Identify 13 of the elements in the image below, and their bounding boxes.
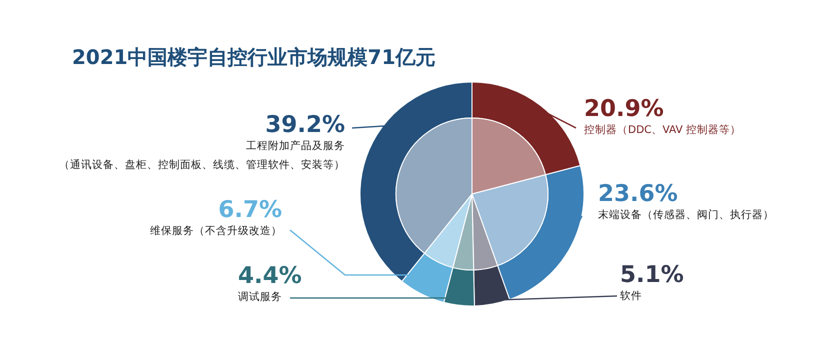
slice-label: 软件 bbox=[620, 290, 642, 302]
text: 5.1% bbox=[620, 262, 684, 288]
slice-label: 工程附加产品及服务（通讯设备、盘柜、控制面板、线缆、管理软件、安装等） bbox=[59, 139, 345, 171]
slice-label: 调试服务 bbox=[238, 290, 282, 303]
slice-label: 末端设备（传感器、阀门、执行器） bbox=[598, 208, 774, 221]
text: 23.6% bbox=[598, 181, 678, 207]
text: 20.9% bbox=[584, 96, 664, 122]
slice-label: 控制器（DDC、VAV 控制器等） bbox=[584, 123, 742, 136]
text: 6.7% bbox=[218, 197, 282, 223]
slice-label: 维保服务（不含升级改造） bbox=[150, 224, 282, 237]
chart-title: 2021中国楼宇自控行业市场规模71亿元 bbox=[72, 45, 436, 69]
text: 39.2% bbox=[265, 112, 345, 138]
text: 4.4% bbox=[238, 263, 302, 289]
